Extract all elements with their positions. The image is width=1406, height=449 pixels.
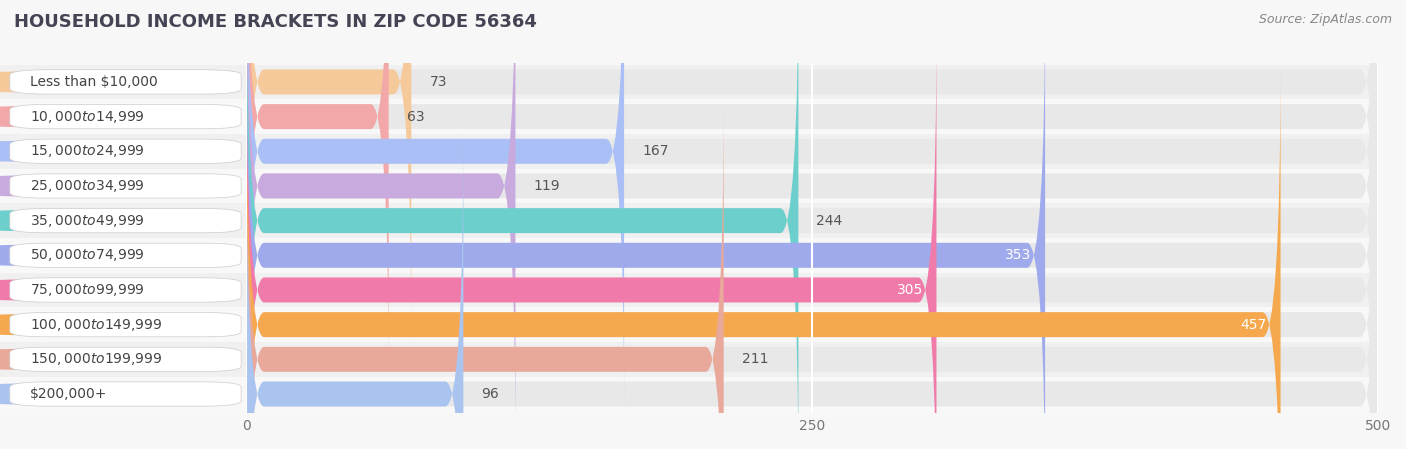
Text: $50,000 to $74,999: $50,000 to $74,999 — [30, 247, 145, 263]
Circle shape — [0, 107, 86, 126]
Text: 167: 167 — [643, 144, 669, 158]
FancyBboxPatch shape — [10, 243, 242, 268]
Bar — [0, 377, 246, 411]
Text: $150,000 to $199,999: $150,000 to $199,999 — [30, 351, 162, 367]
Bar — [246, 99, 1378, 134]
Bar — [246, 203, 1378, 238]
FancyBboxPatch shape — [246, 0, 516, 449]
FancyBboxPatch shape — [246, 129, 464, 449]
Text: $25,000 to $34,999: $25,000 to $34,999 — [30, 178, 145, 194]
Circle shape — [0, 280, 86, 299]
Bar — [246, 273, 1378, 307]
Text: 353: 353 — [1005, 248, 1032, 262]
FancyBboxPatch shape — [246, 0, 624, 416]
Bar — [246, 134, 1378, 169]
Bar — [0, 169, 246, 203]
Bar — [0, 273, 246, 307]
FancyBboxPatch shape — [10, 208, 242, 233]
Bar — [0, 65, 246, 99]
Text: $75,000 to $99,999: $75,000 to $99,999 — [30, 282, 145, 298]
Circle shape — [0, 350, 86, 369]
FancyBboxPatch shape — [246, 0, 1378, 449]
Text: $200,000+: $200,000+ — [30, 387, 107, 401]
Text: 73: 73 — [429, 75, 447, 89]
Text: $100,000 to $149,999: $100,000 to $149,999 — [30, 317, 162, 333]
FancyBboxPatch shape — [10, 139, 242, 163]
Circle shape — [0, 211, 86, 230]
FancyBboxPatch shape — [10, 70, 242, 94]
Text: 211: 211 — [742, 352, 768, 366]
FancyBboxPatch shape — [246, 0, 1378, 347]
FancyBboxPatch shape — [246, 0, 412, 347]
Text: HOUSEHOLD INCOME BRACKETS IN ZIP CODE 56364: HOUSEHOLD INCOME BRACKETS IN ZIP CODE 56… — [14, 13, 537, 31]
Bar — [246, 307, 1378, 342]
FancyBboxPatch shape — [246, 0, 1378, 449]
Circle shape — [0, 141, 86, 161]
Bar — [246, 238, 1378, 273]
Circle shape — [0, 384, 86, 404]
Text: 305: 305 — [897, 283, 922, 297]
Text: Source: ZipAtlas.com: Source: ZipAtlas.com — [1258, 13, 1392, 26]
Circle shape — [0, 72, 86, 92]
Text: $15,000 to $24,999: $15,000 to $24,999 — [30, 143, 145, 159]
Text: 96: 96 — [481, 387, 499, 401]
FancyBboxPatch shape — [246, 94, 1378, 449]
FancyBboxPatch shape — [246, 129, 1378, 449]
FancyBboxPatch shape — [246, 25, 1378, 449]
FancyBboxPatch shape — [246, 60, 1378, 449]
Bar — [0, 99, 246, 134]
Bar — [0, 203, 246, 238]
FancyBboxPatch shape — [246, 0, 1378, 382]
FancyBboxPatch shape — [10, 347, 242, 371]
Text: $35,000 to $49,999: $35,000 to $49,999 — [30, 213, 145, 229]
Bar — [0, 342, 246, 377]
Circle shape — [0, 246, 86, 265]
Bar — [246, 65, 1378, 99]
FancyBboxPatch shape — [10, 382, 242, 406]
FancyBboxPatch shape — [10, 174, 242, 198]
Bar — [246, 169, 1378, 203]
Text: 63: 63 — [406, 110, 425, 123]
FancyBboxPatch shape — [246, 0, 1045, 449]
Bar — [246, 377, 1378, 411]
FancyBboxPatch shape — [10, 313, 242, 337]
FancyBboxPatch shape — [10, 105, 242, 129]
Text: $10,000 to $14,999: $10,000 to $14,999 — [30, 109, 145, 125]
FancyBboxPatch shape — [246, 94, 724, 449]
Text: Less than $10,000: Less than $10,000 — [30, 75, 157, 89]
FancyBboxPatch shape — [246, 0, 1378, 416]
Circle shape — [0, 315, 86, 335]
Bar — [0, 134, 246, 169]
Text: 119: 119 — [533, 179, 560, 193]
Text: 244: 244 — [817, 214, 842, 228]
FancyBboxPatch shape — [246, 60, 1281, 449]
Bar — [246, 342, 1378, 377]
FancyBboxPatch shape — [246, 25, 936, 449]
Circle shape — [0, 176, 86, 196]
FancyBboxPatch shape — [246, 0, 388, 382]
Bar — [0, 238, 246, 273]
FancyBboxPatch shape — [246, 0, 1378, 449]
FancyBboxPatch shape — [10, 278, 242, 302]
FancyBboxPatch shape — [246, 0, 799, 449]
Bar — [0, 307, 246, 342]
Text: 457: 457 — [1240, 317, 1267, 332]
